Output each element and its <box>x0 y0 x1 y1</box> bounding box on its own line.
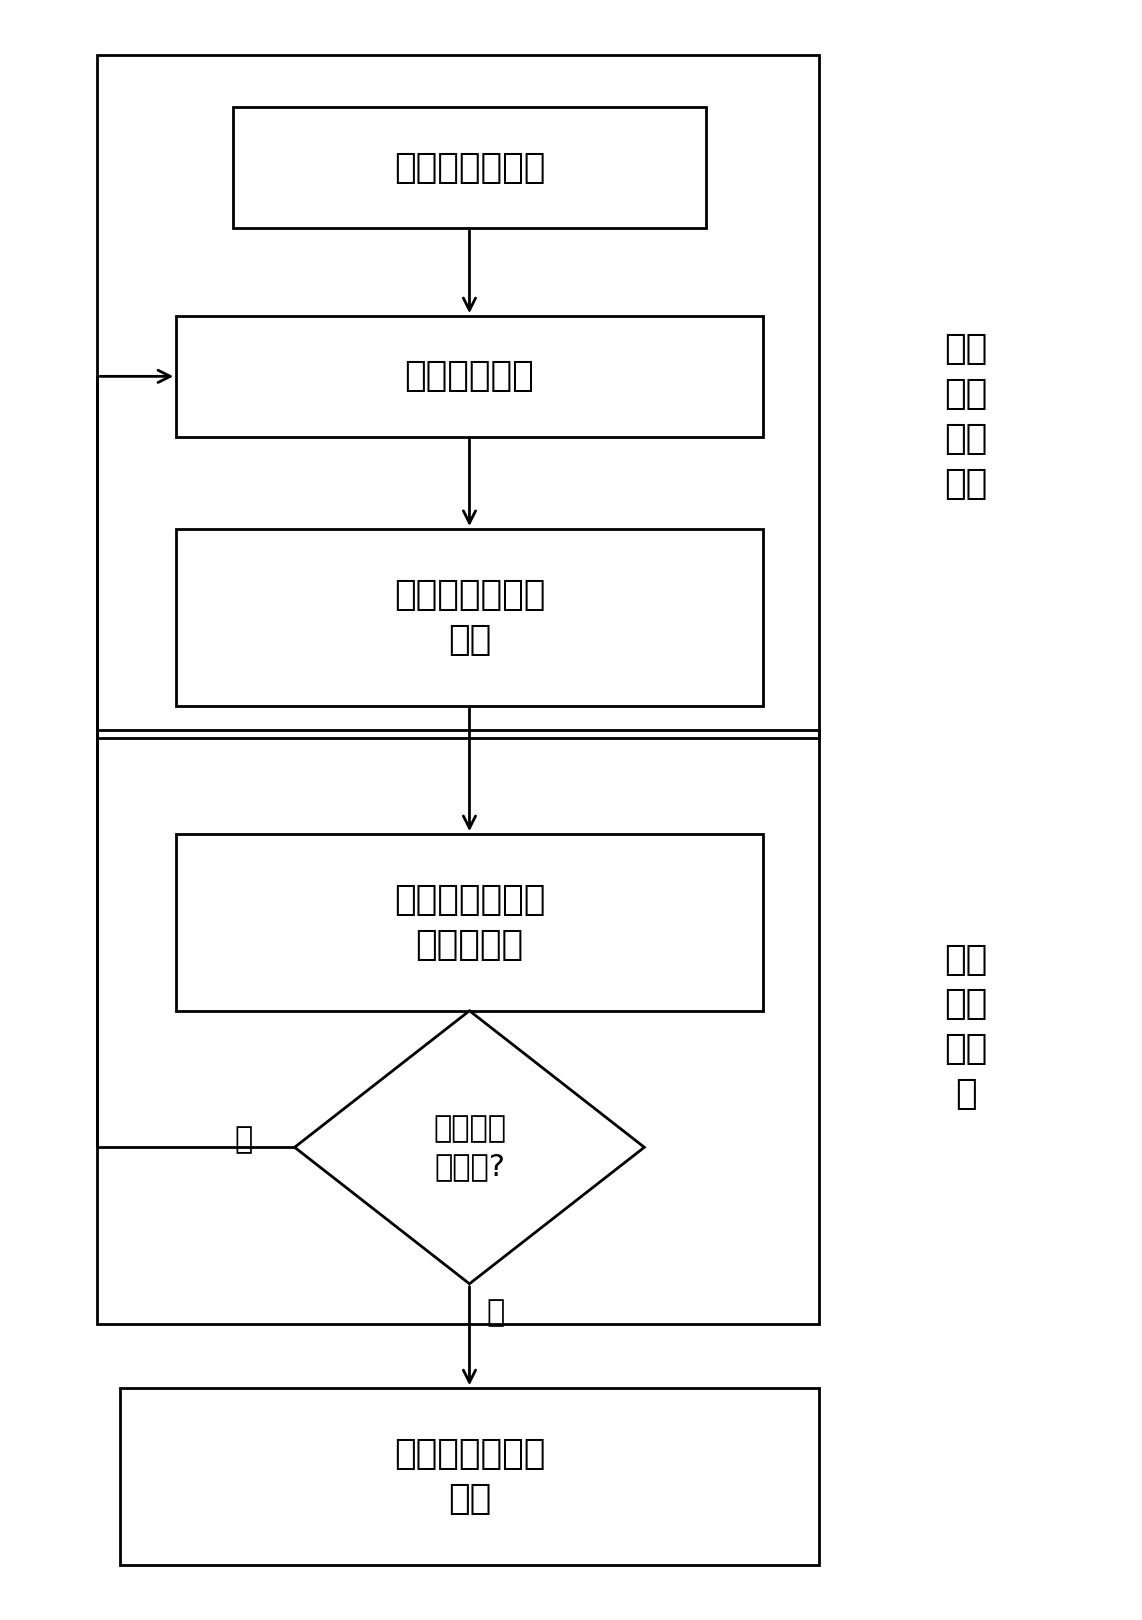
Text: 是: 是 <box>486 1298 505 1327</box>
Bar <box>233 107 707 228</box>
Bar <box>176 834 763 1011</box>
Bar <box>176 530 763 706</box>
Bar <box>97 55 819 737</box>
Text: 偏最小二乘回归
方程: 偏最小二乘回归 方程 <box>394 1437 545 1516</box>
Text: 代入标准矩阵: 代入标准矩阵 <box>404 360 534 394</box>
Bar <box>120 1388 819 1565</box>
Text: 确定主成分系数
向量: 确定主成分系数 向量 <box>394 578 545 656</box>
Text: 主成分提
取完全?: 主成分提 取完全? <box>433 1113 506 1181</box>
Text: 求变量对主成分
的回归方程: 求变量对主成分 的回归方程 <box>394 883 545 962</box>
Text: 效应
载荷
量确
定: 效应 载荷 量确 定 <box>944 943 988 1111</box>
Bar <box>176 316 763 436</box>
Polygon shape <box>295 1011 644 1283</box>
Text: 变量
主成
分值
确定: 变量 主成 分值 确定 <box>944 332 988 501</box>
Text: 否: 否 <box>234 1124 252 1153</box>
Text: 数据标准化处理: 数据标准化处理 <box>394 151 545 185</box>
Bar <box>97 729 819 1324</box>
